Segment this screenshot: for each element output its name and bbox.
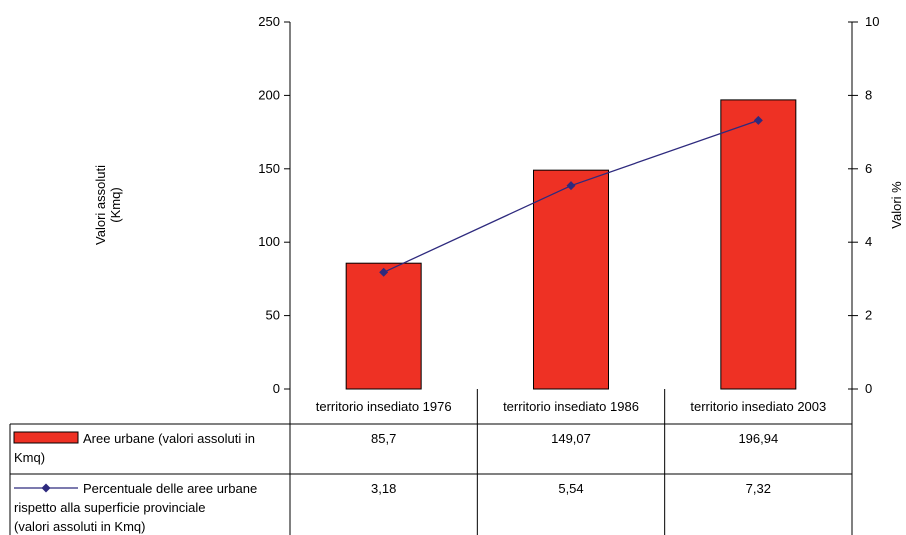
y2-axis-title: Valori % xyxy=(889,181,904,229)
line-value-label: 7,32 xyxy=(746,481,771,496)
y-tick-label: 0 xyxy=(273,381,280,396)
y2-tick-label: 4 xyxy=(865,234,872,249)
data-table: territorio insediato 1976 85,7 3,18 territo… xyxy=(9,389,853,535)
y2-tick-label: 6 xyxy=(865,161,872,176)
line-point xyxy=(566,181,576,191)
x-category-label: territorio insediato 1986 xyxy=(503,399,639,414)
y-axis-title: Valori assoluti(Kmq) xyxy=(93,165,123,245)
axes: 0 50 100 150 200 250 0 2 4 6 8 10 xyxy=(258,14,879,396)
bar-value-label: 196,94 xyxy=(738,431,778,446)
x-category-label: territorio insediato 1976 xyxy=(316,399,452,414)
legend-swatch-marker xyxy=(41,483,51,493)
y-tick-label: 100 xyxy=(258,234,280,249)
y-tick-label: 150 xyxy=(258,161,280,176)
y-tick-label: 250 xyxy=(258,14,280,29)
line-series xyxy=(379,115,763,277)
line-point xyxy=(379,267,389,277)
y-tick-label: 50 xyxy=(266,308,280,323)
axis-titles: Valori assoluti(Kmq) Valori % xyxy=(93,165,904,245)
y2-tick-label: 2 xyxy=(865,308,872,323)
line-value-label: 3,18 xyxy=(371,481,396,496)
bar-value-label: 149,07 xyxy=(551,431,591,446)
bar-series xyxy=(345,99,797,390)
y-tick-label: 200 xyxy=(258,87,280,102)
legend-label-bar: Aree urbane (valori assoluti in Kmq) xyxy=(14,431,255,465)
y2-tick-label: 8 xyxy=(865,87,872,102)
y2-tick-label: 0 xyxy=(865,381,872,396)
bar xyxy=(345,262,422,390)
y2-tick-label: 10 xyxy=(865,14,879,29)
x-category-label: territorio insediato 2003 xyxy=(690,399,826,414)
bar xyxy=(533,169,609,390)
bar-value-label: 85,7 xyxy=(371,431,396,446)
bar xyxy=(720,99,797,390)
line-value-label: 5,54 xyxy=(558,481,583,496)
legend-label-line: Percentuale delle aree urbane rispetto al… xyxy=(14,481,257,534)
line-point xyxy=(753,115,763,125)
legend-swatch-bar xyxy=(13,431,79,444)
